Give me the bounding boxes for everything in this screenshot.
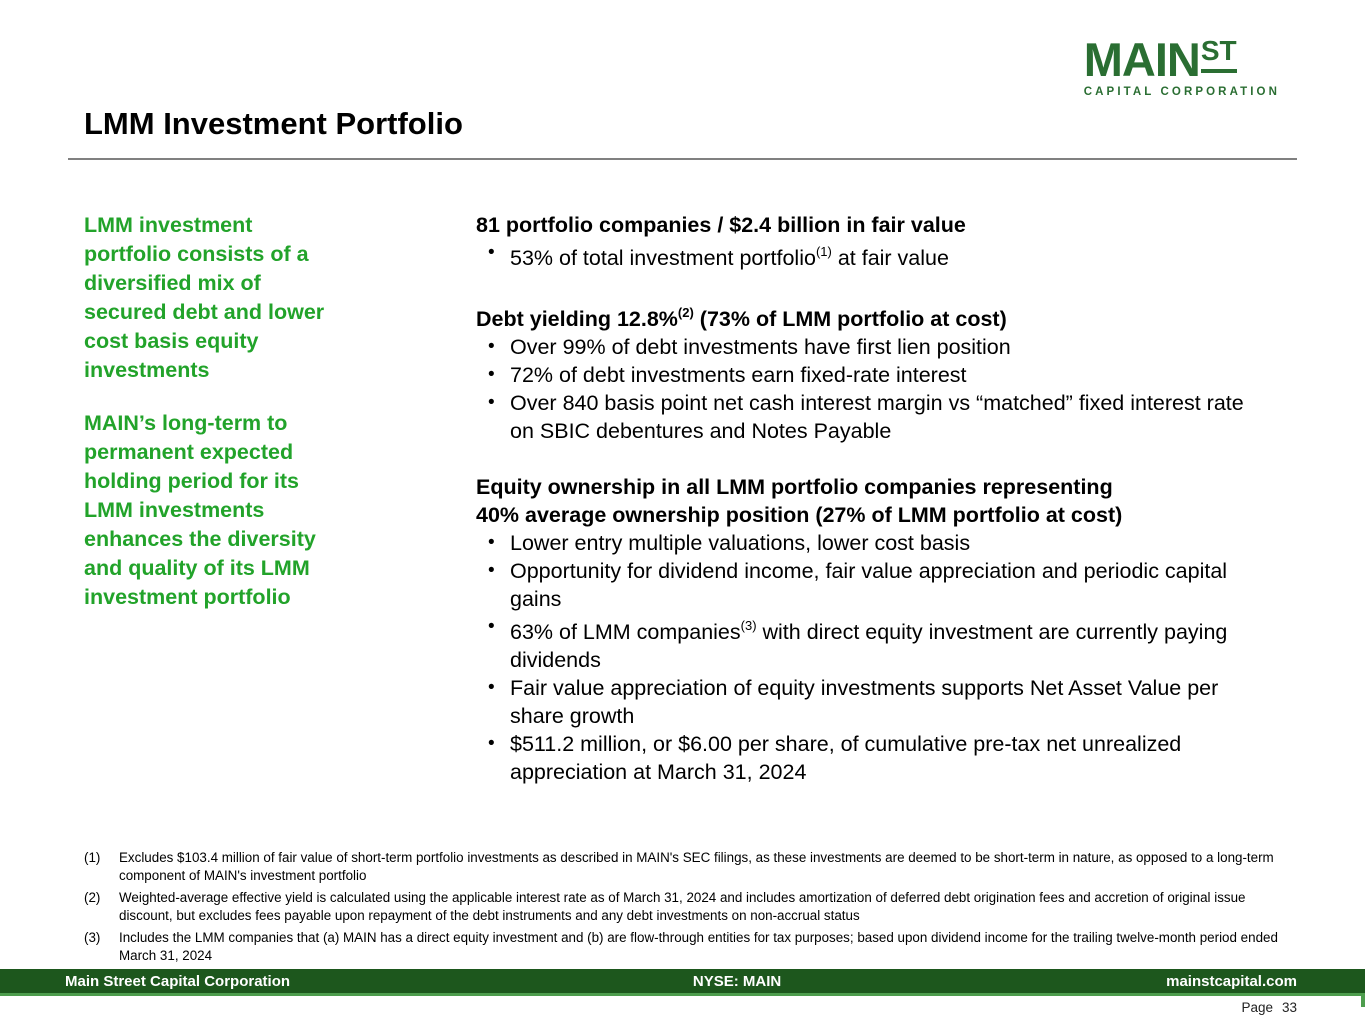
bullet-text: Over 99% of debt investments have first …: [510, 335, 1011, 360]
green-paragraph-2-line: LMM investments: [84, 498, 265, 522]
bullet-text-segment: with direct equity investment are curren…: [510, 620, 1228, 673]
section-heading: Equity ownership in all LMM portfolio co…: [476, 473, 1300, 529]
bullet-dot: •: [488, 392, 495, 414]
bullet-item: • 72% of debt investments earn fixed-rat…: [476, 361, 1300, 389]
footnote-1: (1) Excludes $103.4 million of fair valu…: [84, 849, 1299, 885]
bullet-text-segment: 63% of LMM companies: [510, 620, 741, 645]
bullet-text: 53% of total investment portfolio(1) at …: [510, 239, 1268, 272]
footnote-ref: (3): [740, 618, 757, 634]
green-paragraph-2-line: investment portfolio: [84, 585, 291, 609]
bullet-text: Opportunity for dividend income, fair va…: [510, 559, 1228, 612]
bullet-text: Over 840 basis point net cash interest m…: [510, 391, 1244, 444]
bullet-text: 72% of debt investments earn fixed-rate …: [510, 363, 967, 388]
bullet-dot: •: [488, 364, 495, 386]
green-paragraph-2-line: MAIN’s long-term to: [84, 411, 288, 435]
section-heading: 81 portfolio companies / $2.4 billion in…: [476, 213, 966, 237]
green-paragraph-2-line: enhances the diversity: [84, 527, 316, 551]
bullet-dot: •: [488, 560, 495, 582]
footnote-number: (2): [84, 890, 101, 905]
title-divider: [68, 158, 1297, 160]
mainst-logo: MAIN ST CAPITAL CORPORATION: [1084, 36, 1280, 98]
green-paragraph-1: LMM investment portfolio consists of a d…: [84, 211, 404, 385]
green-paragraph-1-line: diversified mix of: [84, 271, 261, 295]
footer-edge-accent: [1361, 996, 1365, 1007]
bullet-item: • 63% of LMM companies(3) with direct eq…: [476, 613, 1300, 674]
bullet-item: • 53% of total investment portfolio(1) a…: [476, 239, 1300, 272]
bullet-dot: •: [488, 242, 495, 263]
green-paragraph-1-line: portfolio consists of a: [84, 242, 309, 266]
green-paragraph-2-line: permanent expected: [84, 440, 294, 464]
footnote-text: Weighted-average effective yield is calc…: [119, 890, 1246, 923]
footnote-text: Excludes $103.4 million of fair value of…: [119, 850, 1274, 883]
heading-text-segment: Debt yielding 12.8%: [476, 307, 678, 332]
bullet-item: • Opportunity for dividend income, fair …: [476, 557, 1300, 613]
footnote-number: (3): [84, 930, 101, 945]
bullet-dot: •: [488, 677, 495, 699]
bullet-item: • $511.2 million, or $6.00 per share, of…: [476, 730, 1300, 786]
green-paragraph-1-line: cost basis equity: [84, 329, 259, 353]
section-debt-yield: Debt yielding 12.8%(2) (73% of LMM portf…: [476, 300, 1300, 445]
footnote-ref: (2): [677, 305, 694, 321]
bullet-item: • Over 840 basis point net cash interest…: [476, 389, 1300, 445]
footnote-2: (2) Weighted-average effective yield is …: [84, 889, 1299, 925]
bullet-item: • Lower entry multiple valuations, lower…: [476, 529, 1300, 557]
logo-wordmark: MAIN ST: [1084, 36, 1280, 83]
section-equity-ownership: Equity ownership in all LMM portfolio co…: [476, 473, 1300, 786]
heading-line: 40% average ownership position (27% of L…: [476, 503, 1123, 528]
green-paragraph-1-line: secured debt and lower: [84, 300, 325, 324]
footnote-3: (3) Includes the LMM companies that (a) …: [84, 929, 1299, 965]
bullet-item: • Fair value appreciation of equity inve…: [476, 674, 1300, 730]
page-number: Page 33: [1241, 1000, 1297, 1015]
green-paragraph-1-line: investments: [84, 358, 210, 382]
bullet-item: • Over 99% of debt investments have firs…: [476, 333, 1300, 361]
logo-subtitle: CAPITAL CORPORATION: [1083, 86, 1280, 98]
green-paragraph-2-line: holding period for its: [84, 469, 299, 493]
footnote-number: (1): [84, 850, 101, 865]
footer-bar: Main Street Capital Corporation NYSE: MA…: [0, 969, 1365, 996]
footnotes-block: (1) Excludes $103.4 million of fair valu…: [84, 849, 1299, 969]
left-summary-column: LMM investment portfolio consists of a d…: [84, 211, 404, 612]
footnote-ref: (1): [815, 244, 832, 259]
section-heading: Debt yielding 12.8%(2) (73% of LMM portf…: [476, 300, 1300, 333]
heading-line: Equity ownership in all LMM portfolio co…: [476, 475, 1113, 500]
page-number-value: 33: [1281, 1000, 1297, 1015]
bullet-text: Lower entry multiple valuations, lower c…: [510, 531, 971, 556]
bullet-dot: •: [488, 532, 495, 554]
footer-ticker: NYSE: MAIN: [692, 973, 782, 990]
section-portfolio-companies: 81 portfolio companies / $2.4 billion in…: [476, 211, 1300, 272]
green-paragraph-1-line: LMM investment: [84, 213, 253, 237]
bullet-text: $511.2 million, or $6.00 per share, of c…: [510, 732, 1182, 785]
green-paragraph-2-line: and quality of its LMM: [84, 556, 310, 580]
footnote-text: Includes the LMM companies that (a) MAIN…: [119, 930, 1278, 963]
bullet-dot: •: [488, 733, 495, 755]
heading-text-segment: (73% of LMM portfolio at cost): [693, 307, 1007, 332]
green-paragraph-2: MAIN’s long-term to permanent expected h…: [84, 409, 404, 612]
bullet-text: 63% of LMM companies(3) with direct equi…: [510, 613, 1268, 674]
detail-column: 81 portfolio companies / $2.4 billion in…: [476, 211, 1300, 786]
bullet-text-segment: 53% of total investment portfolio: [510, 246, 816, 271]
page-title: LMM Investment Portfolio: [84, 106, 463, 141]
page-number-label: Page: [1241, 1000, 1273, 1015]
logo-st-text: ST: [1200, 37, 1237, 73]
bullet-text-segment: at fair value: [831, 246, 949, 271]
bullet-dot: •: [488, 616, 495, 638]
bullet-dot: •: [488, 336, 495, 358]
logo-main-text: MAIN: [1083, 33, 1201, 86]
bullet-text: Fair value appreciation of equity invest…: [510, 676, 1219, 729]
footer-website: mainstcapital.com: [1166, 973, 1297, 990]
footer-company-name: Main Street Capital Corporation: [65, 973, 291, 990]
